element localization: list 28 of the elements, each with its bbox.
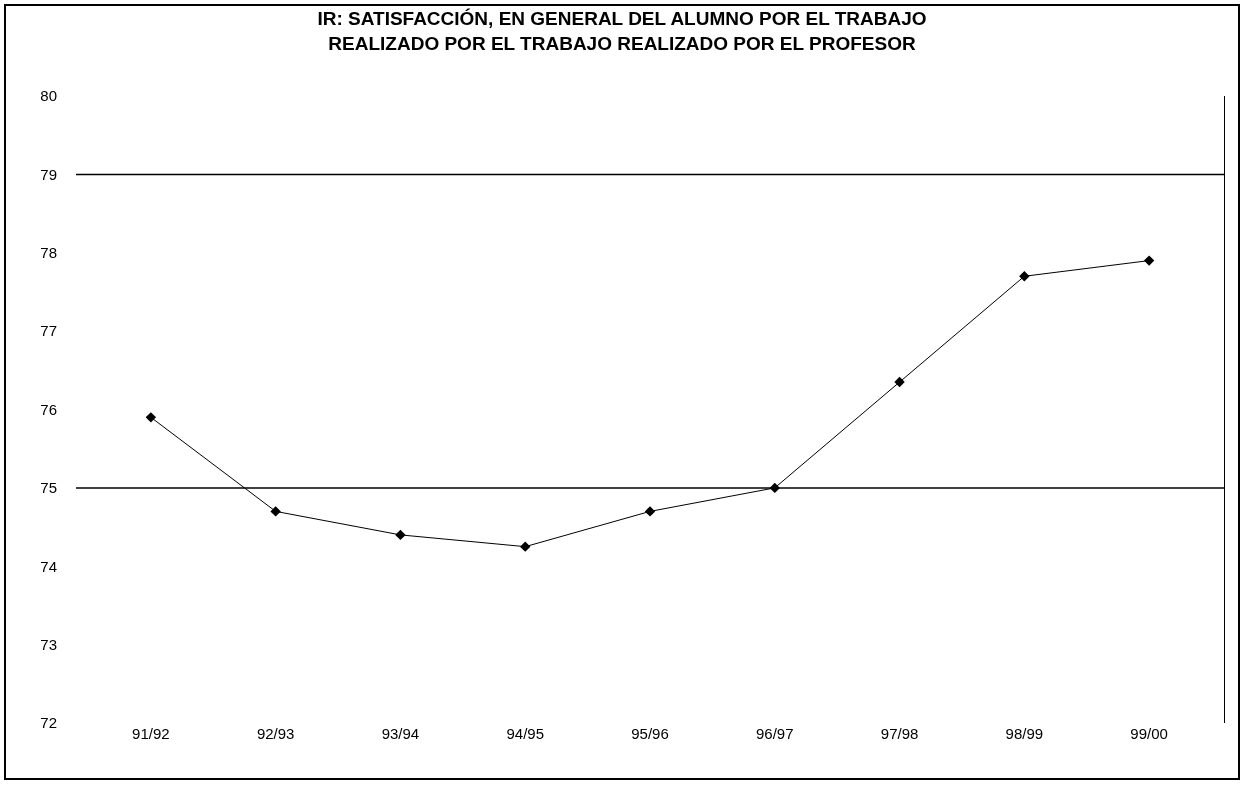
point <box>894 376 905 388</box>
x-tick-label: 96/97 <box>756 725 794 742</box>
point <box>395 529 406 541</box>
x-tick-label: 97/98 <box>880 725 919 742</box>
x-tick-label: 91/92 <box>132 725 170 742</box>
y-tick-label: 72 <box>40 714 57 732</box>
y-tick-label: 78 <box>40 244 57 261</box>
x-tick-label: 98/99 <box>1005 725 1044 742</box>
x-tick-label: 95/96 <box>631 725 669 742</box>
x-tick-label: 93/94 <box>381 725 420 742</box>
point <box>270 506 281 517</box>
y-tick-label: 73 <box>40 635 57 653</box>
y-tick-label: 80 <box>40 87 57 105</box>
point <box>644 506 656 517</box>
y-tick-label: 75 <box>40 479 57 497</box>
y-tick-label: 76 <box>40 400 57 418</box>
point <box>520 541 531 552</box>
point <box>769 482 780 494</box>
point <box>145 412 157 423</box>
y-tick-label: 79 <box>40 165 57 183</box>
point <box>1143 255 1155 266</box>
y-tick-label: 74 <box>40 557 57 575</box>
chart-title: IR: SATISFACCIÓN, EN GENERAL DEL ALUMNO POR EL TRABAJO REALIZADO POR EL TRABAJO REALIZADO POR EL PROFESOR <box>317 8 927 54</box>
y-tick-label: 77 <box>40 322 57 340</box>
x-tick-label: 94/95 <box>506 725 544 742</box>
x-tick-label: 99/00 <box>1130 725 1168 742</box>
x-tick-label: 92/93 <box>256 725 295 742</box>
point <box>1019 271 1030 282</box>
